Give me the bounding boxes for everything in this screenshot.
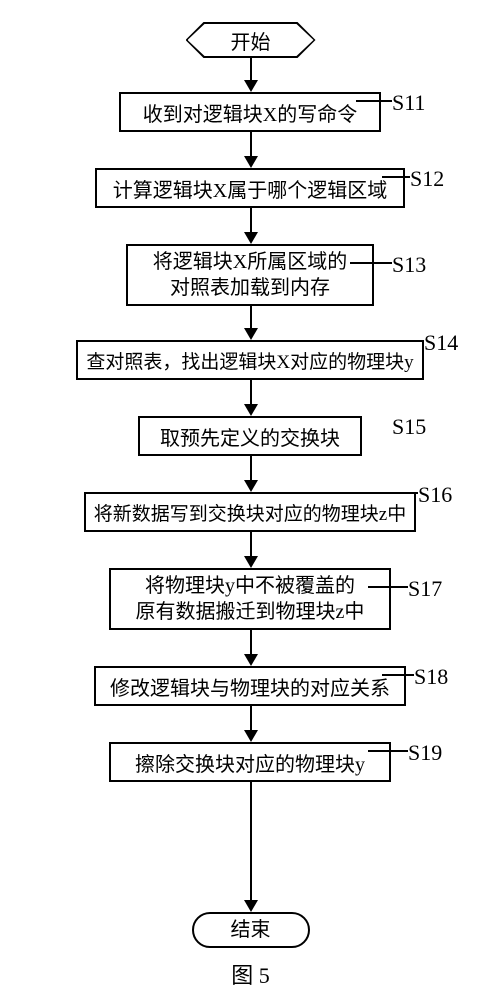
step-s17: 将物理块y中不被覆盖的 原有数据搬迁到物理块z中	[109, 568, 391, 630]
figure-caption: 图 5	[231, 958, 270, 990]
step-s14-text: 查对照表，找出逻辑块X对应的物理块y	[86, 347, 413, 374]
label-s13: S13	[392, 252, 426, 278]
label-s15: S15	[392, 414, 426, 440]
flowchart-canvas: 开始 收到对逻辑块X的写命令 计算逻辑块X属于哪个逻辑区域 将逻辑块X所属区域的…	[0, 0, 501, 1000]
label-s14: S14	[424, 330, 458, 356]
step-s16: 将新数据写到交换块对应的物理块z中	[84, 492, 416, 532]
step-s12-text: 计算逻辑块X属于哪个逻辑区域	[113, 174, 387, 203]
arrow-10-line	[250, 782, 252, 900]
step-s18-text: 修改逻辑块与物理块的对应关系	[110, 672, 390, 701]
arrow-6-head	[244, 480, 258, 492]
end-label: 结束	[231, 920, 271, 940]
start-terminator: 开始	[188, 24, 314, 56]
step-s13-line1: 将逻辑块X所属区域的	[153, 249, 347, 275]
arrow-3-head	[244, 232, 258, 244]
end-terminator: 结束	[192, 912, 310, 948]
arrow-8-head	[244, 654, 258, 666]
step-s14: 查对照表，找出逻辑块X对应的物理块y	[76, 340, 424, 380]
arrow-2-line	[250, 132, 252, 156]
label-s19: S19	[408, 740, 442, 766]
step-s19: 擦除交换块对应的物理块y	[109, 742, 391, 782]
step-s17-line2: 原有数据搬迁到物理块z中	[136, 599, 365, 625]
conn-s11	[356, 100, 392, 102]
step-s18: 修改逻辑块与物理块的对应关系	[94, 666, 406, 706]
conn-s19	[368, 750, 408, 752]
arrow-9-head	[244, 730, 258, 742]
step-s16-text: 将新数据写到交换块对应的物理块z中	[94, 499, 406, 526]
arrow-1-line	[250, 58, 252, 80]
conn-s17	[368, 586, 408, 588]
label-s16: S16	[418, 482, 452, 508]
arrow-4-line	[250, 306, 252, 328]
step-s17-line1: 将物理块y中不被覆盖的	[145, 573, 355, 599]
arrow-1-head	[244, 80, 258, 92]
arrow-2-head	[244, 156, 258, 168]
start-label: 开始	[231, 26, 271, 55]
label-s12: S12	[410, 166, 444, 192]
conn-s18	[382, 674, 414, 676]
arrow-7-head	[244, 556, 258, 568]
arrow-5-line	[250, 380, 252, 404]
label-s18: S18	[414, 664, 448, 690]
conn-s13	[350, 262, 392, 264]
arrow-3-line	[250, 208, 252, 232]
label-s17: S17	[408, 576, 442, 602]
arrow-10-head	[244, 900, 258, 912]
step-s13-line2: 对照表加载到内存	[170, 275, 330, 301]
conn-s14	[400, 340, 424, 342]
arrow-4-head	[244, 328, 258, 340]
step-s11: 收到对逻辑块X的写命令	[119, 92, 381, 132]
step-s15-text: 取预先定义的交换块	[160, 422, 340, 451]
conn-s16	[392, 492, 418, 494]
step-s13: 将逻辑块X所属区域的 对照表加载到内存	[126, 244, 374, 306]
step-s12: 计算逻辑块X属于哪个逻辑区域	[95, 168, 405, 208]
conn-s12	[382, 176, 410, 178]
step-s19-text: 擦除交换块对应的物理块y	[135, 748, 365, 777]
arrow-9-line	[250, 706, 252, 730]
arrow-5-head	[244, 404, 258, 416]
label-s11: S11	[392, 90, 425, 116]
arrow-8-line	[250, 630, 252, 654]
arrow-6-line	[250, 456, 252, 480]
arrow-7-line	[250, 532, 252, 556]
step-s11-text: 收到对逻辑块X的写命令	[143, 98, 357, 127]
step-s15: 取预先定义的交换块	[138, 416, 362, 456]
